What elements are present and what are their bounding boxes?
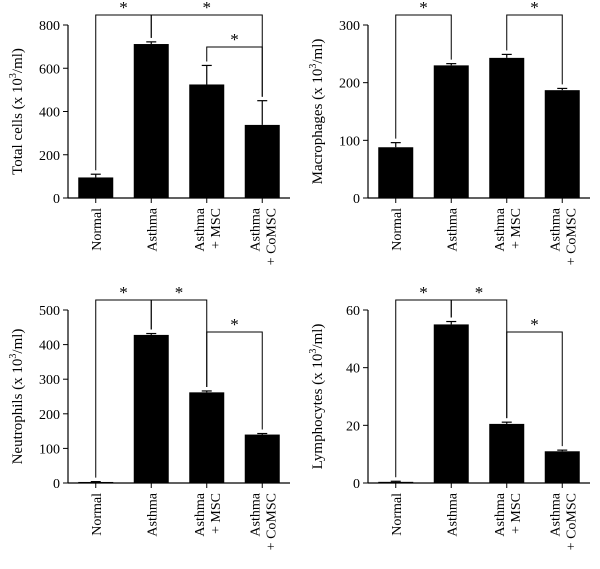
category-label: Normal xyxy=(90,493,105,536)
category-label: Asthma xyxy=(193,207,208,251)
significance-label: * xyxy=(175,283,184,302)
y-tick-label: 500 xyxy=(39,304,60,319)
bar xyxy=(78,481,114,483)
bar xyxy=(189,392,225,483)
y-tick-label: 40 xyxy=(346,362,360,377)
significance-label: * xyxy=(419,283,428,302)
significance-bracket xyxy=(206,46,263,97)
significance-label: * xyxy=(475,283,484,302)
y-tick-label: 0 xyxy=(53,192,60,207)
category-label: Normal xyxy=(390,493,405,536)
significance-label: * xyxy=(530,0,539,17)
category-label: + MSC xyxy=(209,493,224,534)
significance-label: * xyxy=(203,0,212,17)
category-label: + MSC xyxy=(209,208,224,249)
bar xyxy=(489,423,525,483)
y-axis-label: Total cells (x 103/ml) xyxy=(8,48,26,175)
y-tick-label: 200 xyxy=(39,408,60,423)
category-label: Asthma xyxy=(445,492,460,536)
category-label: Asthma xyxy=(248,492,263,536)
category-label: + MSC xyxy=(509,493,524,534)
bar xyxy=(78,177,114,198)
category-label: Asthma xyxy=(493,492,508,536)
y-axis-label: Neutrophils (x 103/ml) xyxy=(8,329,26,465)
category-label: Normal xyxy=(90,208,105,251)
y-tick-label: 0 xyxy=(353,477,360,492)
significance-label: * xyxy=(119,283,128,302)
significance-bracket xyxy=(206,331,263,430)
chart-lymphocytes: 0 20 40 60 Lymphocytes (x 103/ml) Normal Asthm… xyxy=(308,283,590,550)
bar xyxy=(544,90,580,198)
y-tick-label: 800 xyxy=(39,19,60,34)
bar xyxy=(433,65,469,198)
category-label: + MSC xyxy=(509,208,524,249)
bar xyxy=(378,481,414,483)
chart-macrophages: 0 100 200 300 Macrophages (x 103/ml) Normal As… xyxy=(308,0,590,265)
panel-neutrophils: 0 100 200 300 400 500 Neutrophils (x 103/ml) No… xyxy=(0,283,300,569)
category-label: Asthma xyxy=(548,492,563,536)
y-tick-label: 100 xyxy=(39,442,60,457)
category-label: Normal xyxy=(390,208,405,251)
significance-bracket xyxy=(506,331,563,447)
y-tick-label: 400 xyxy=(39,106,60,121)
significance-bracket xyxy=(395,14,452,139)
category-label: Asthma xyxy=(145,207,160,251)
category-label: + CoMSC xyxy=(264,208,279,265)
panel-total-cells: 0 200 400 600 800 Total cells (x 103/ml) Norma… xyxy=(0,0,300,284)
y-tick-label: 200 xyxy=(39,149,60,164)
significance-label: * xyxy=(230,315,239,334)
bar xyxy=(133,334,169,483)
y-tick-label: 60 xyxy=(346,304,360,319)
significance-bracket xyxy=(506,14,563,85)
y-axis-label: Lymphocytes (x 103/ml) xyxy=(308,324,326,470)
category-label: + CoMSC xyxy=(564,208,579,265)
y-tick-label: 200 xyxy=(339,77,360,92)
category-label: + CoMSC xyxy=(264,493,279,550)
chart-total-cells: 0 200 400 600 800 Total cells (x 103/ml) Norma… xyxy=(8,0,290,265)
bar xyxy=(133,44,169,198)
category-label: Asthma xyxy=(248,207,263,251)
category-label: Asthma xyxy=(193,492,208,536)
y-tick-label: 600 xyxy=(39,62,60,77)
category-label: Asthma xyxy=(145,492,160,536)
significance-label: * xyxy=(230,30,239,49)
y-tick-label: 20 xyxy=(346,419,360,434)
significance-label: * xyxy=(530,315,539,334)
bar xyxy=(433,324,469,483)
bar xyxy=(244,434,280,483)
y-tick-label: 0 xyxy=(353,192,360,207)
category-label: Asthma xyxy=(548,207,563,251)
y-tick-label: 300 xyxy=(339,19,360,34)
significance-label: * xyxy=(119,0,128,17)
bar xyxy=(189,84,225,198)
panel-macrophages: 0 100 200 300 Macrophages (x 103/ml) Normal As… xyxy=(300,0,600,284)
chart-neutrophils: 0 100 200 300 400 500 Neutrophils (x 103/ml) No… xyxy=(8,283,290,550)
category-label: Asthma xyxy=(493,207,508,251)
bar xyxy=(544,451,580,483)
bar xyxy=(489,57,525,199)
y-axis-label: Macrophages (x 103/ml) xyxy=(308,39,326,185)
bar xyxy=(244,124,280,198)
y-tick-label: 300 xyxy=(39,373,60,388)
significance-label: * xyxy=(419,0,428,17)
category-label: Asthma xyxy=(445,207,460,251)
category-label: + CoMSC xyxy=(564,493,579,550)
panel-lymphocytes: 0 20 40 60 Lymphocytes (x 103/ml) Normal Asthm… xyxy=(300,283,600,569)
bar xyxy=(378,147,414,198)
y-tick-label: 100 xyxy=(339,134,360,149)
y-tick-label: 0 xyxy=(53,477,60,492)
y-tick-label: 400 xyxy=(39,339,60,354)
